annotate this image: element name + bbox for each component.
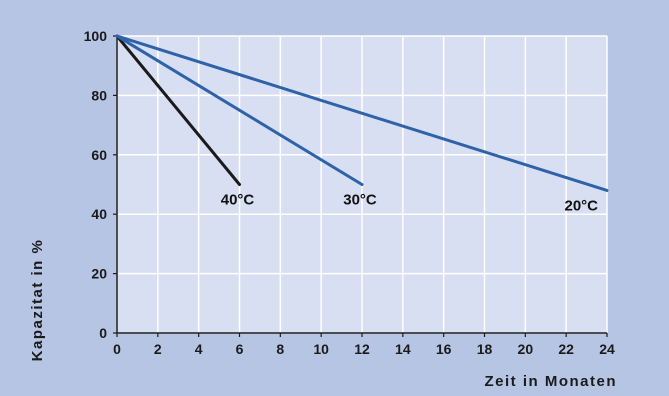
x-tick-label-24: 24 xyxy=(599,341,615,357)
x-tick-label-12: 12 xyxy=(354,341,370,357)
x-axis-label: Zeit in Monaten xyxy=(485,373,618,390)
x-tick-label-6: 6 xyxy=(236,341,244,357)
x-tick-label-10: 10 xyxy=(313,341,329,357)
y-tick-label-80: 80 xyxy=(91,87,107,103)
y-tick-label-40: 40 xyxy=(91,206,107,222)
x-tick-label-4: 4 xyxy=(195,341,203,357)
y-tick-label-60: 60 xyxy=(91,147,107,163)
x-tick-label-14: 14 xyxy=(395,341,411,357)
series-label-20C: 20°C xyxy=(564,197,598,214)
series-line-20C xyxy=(115,34,609,192)
x-tick-label-0: 0 xyxy=(113,341,121,357)
series-lines xyxy=(115,34,609,192)
y-axis-label: Kapazitat in % xyxy=(29,239,46,362)
axes xyxy=(113,35,608,337)
y-tick-label-20: 20 xyxy=(91,266,107,282)
series-line-30C xyxy=(115,34,364,186)
series-line-40C xyxy=(115,34,241,186)
series-label-40C: 40°C xyxy=(221,192,255,209)
series-label-30C: 30°C xyxy=(343,192,377,209)
x-tick-label-16: 16 xyxy=(436,341,452,357)
x-tick-labels: 0 2 4 6 8 10 12 14 16 18 20 22 24 xyxy=(113,341,615,357)
y-tick-labels: 0 20 40 60 80 100 xyxy=(84,28,108,341)
x-tick-label-18: 18 xyxy=(477,341,493,357)
y-tick-label-0: 0 xyxy=(99,325,107,341)
x-tick-label-20: 20 xyxy=(518,341,534,357)
series-labels: 40°C 30°C 20°C xyxy=(221,192,598,215)
x-tick-label-2: 2 xyxy=(154,341,162,357)
x-tick-label-8: 8 xyxy=(276,341,284,357)
x-tick-label-22: 22 xyxy=(558,341,574,357)
y-tick-label-100: 100 xyxy=(84,28,108,44)
